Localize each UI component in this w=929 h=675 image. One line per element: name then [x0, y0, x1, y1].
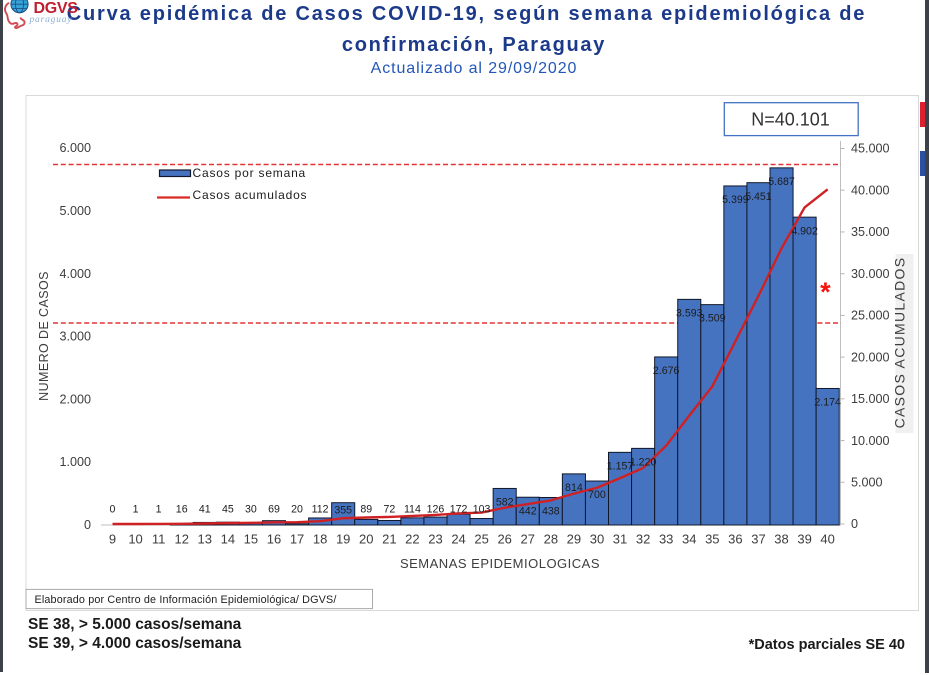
- svg-text:17: 17: [290, 532, 304, 547]
- svg-text:DGVS: DGVS: [34, 0, 79, 17]
- svg-text:438: 438: [542, 506, 560, 518]
- svg-text:30.000: 30.000: [851, 267, 890, 281]
- svg-text:38: 38: [774, 532, 788, 547]
- svg-text:3.593: 3.593: [676, 307, 703, 319]
- svg-text:20.000: 20.000: [851, 350, 890, 364]
- svg-text:72: 72: [383, 503, 395, 515]
- svg-text:4.902: 4.902: [791, 225, 818, 237]
- svg-text:41: 41: [199, 503, 211, 515]
- svg-text:5.000: 5.000: [851, 475, 883, 489]
- svg-text:12: 12: [174, 532, 188, 547]
- svg-text:32: 32: [636, 532, 650, 547]
- svg-text:30: 30: [590, 532, 604, 547]
- svg-text:9: 9: [109, 532, 116, 547]
- svg-text:27: 27: [521, 532, 535, 547]
- svg-text:2.676: 2.676: [653, 365, 680, 377]
- svg-text:10: 10: [128, 532, 142, 547]
- svg-text:2.174: 2.174: [814, 397, 841, 409]
- svg-text:40: 40: [820, 532, 834, 547]
- svg-text:45: 45: [222, 503, 234, 515]
- svg-text:30: 30: [245, 503, 257, 515]
- svg-text:89: 89: [360, 503, 372, 515]
- svg-text:20: 20: [291, 503, 303, 515]
- svg-text:15: 15: [244, 532, 258, 547]
- svg-text:1.157: 1.157: [607, 460, 634, 472]
- svg-text:Elaborado por Centro de Inform: Elaborado por Centro de Información Epid…: [35, 594, 337, 606]
- svg-text:1.000: 1.000: [59, 455, 91, 469]
- svg-text:20: 20: [359, 532, 373, 547]
- svg-text:10.000: 10.000: [851, 434, 890, 448]
- svg-text:21: 21: [382, 532, 396, 547]
- svg-text:16: 16: [267, 532, 281, 547]
- svg-text:37: 37: [751, 532, 765, 547]
- svg-text:6.000: 6.000: [59, 141, 91, 155]
- svg-text:15.000: 15.000: [851, 392, 890, 406]
- svg-text:31: 31: [613, 532, 627, 547]
- svg-text:22: 22: [405, 532, 419, 547]
- svg-text:45.000: 45.000: [851, 142, 890, 156]
- svg-text:172: 172: [450, 503, 468, 515]
- svg-text:0: 0: [851, 517, 858, 531]
- svg-text:442: 442: [519, 505, 537, 517]
- svg-text:Casos acumulados: Casos acumulados: [193, 188, 308, 202]
- svg-text:1.220: 1.220: [630, 456, 657, 468]
- svg-text:814: 814: [565, 482, 583, 494]
- svg-text:5.451: 5.451: [745, 191, 772, 203]
- svg-text:1: 1: [133, 503, 139, 515]
- svg-text:24: 24: [451, 532, 465, 547]
- svg-text:39: 39: [797, 532, 811, 547]
- svg-text:13: 13: [198, 532, 212, 547]
- svg-text:112: 112: [312, 503, 329, 515]
- svg-text:700: 700: [588, 489, 606, 501]
- svg-text:33: 33: [659, 532, 673, 547]
- svg-text:19: 19: [336, 532, 350, 547]
- svg-text:3.509: 3.509: [699, 313, 726, 325]
- svg-text:26: 26: [497, 532, 511, 547]
- svg-text:34: 34: [682, 532, 696, 547]
- svg-text:11: 11: [152, 532, 166, 547]
- svg-text:40.000: 40.000: [851, 183, 890, 197]
- svg-text:paraguay: paraguay: [29, 15, 73, 25]
- svg-text:1: 1: [156, 503, 162, 515]
- svg-text:29: 29: [567, 532, 581, 547]
- svg-text:4.000: 4.000: [59, 267, 91, 281]
- svg-text:69: 69: [268, 503, 280, 515]
- svg-text:N=40.101: N=40.101: [751, 110, 830, 130]
- svg-text:35.000: 35.000: [851, 225, 890, 239]
- svg-text:35: 35: [705, 532, 719, 547]
- svg-text:NUMERO DE CASOS: NUMERO DE CASOS: [37, 271, 51, 401]
- svg-text:355: 355: [334, 504, 352, 516]
- svg-text:126: 126: [427, 503, 445, 515]
- svg-text:5.687: 5.687: [768, 176, 795, 188]
- svg-text:16: 16: [176, 503, 188, 515]
- svg-text:23: 23: [428, 532, 442, 547]
- svg-text:114: 114: [404, 503, 421, 515]
- svg-text:0: 0: [110, 503, 116, 515]
- svg-text:5.000: 5.000: [59, 204, 91, 218]
- svg-text:CASOS ACUMULADOS: CASOS ACUMULADOS: [892, 257, 908, 429]
- svg-text:25.000: 25.000: [851, 309, 890, 323]
- svg-text:0: 0: [84, 518, 91, 532]
- svg-text:18: 18: [313, 532, 327, 547]
- svg-text:3.000: 3.000: [59, 330, 91, 344]
- svg-text:*: *: [820, 277, 831, 307]
- svg-text:SEMANAS EPIDEMIOLOGICAS: SEMANAS EPIDEMIOLOGICAS: [400, 556, 600, 571]
- svg-text:5.399: 5.399: [722, 194, 749, 206]
- svg-text:14: 14: [221, 532, 235, 547]
- svg-text:2.000: 2.000: [59, 392, 91, 406]
- svg-text:103: 103: [473, 503, 491, 515]
- svg-text:582: 582: [496, 497, 514, 509]
- svg-text:36: 36: [728, 532, 742, 547]
- svg-text:28: 28: [544, 532, 558, 547]
- svg-text:25: 25: [474, 532, 488, 547]
- svg-text:Casos por semana: Casos por semana: [193, 166, 307, 180]
